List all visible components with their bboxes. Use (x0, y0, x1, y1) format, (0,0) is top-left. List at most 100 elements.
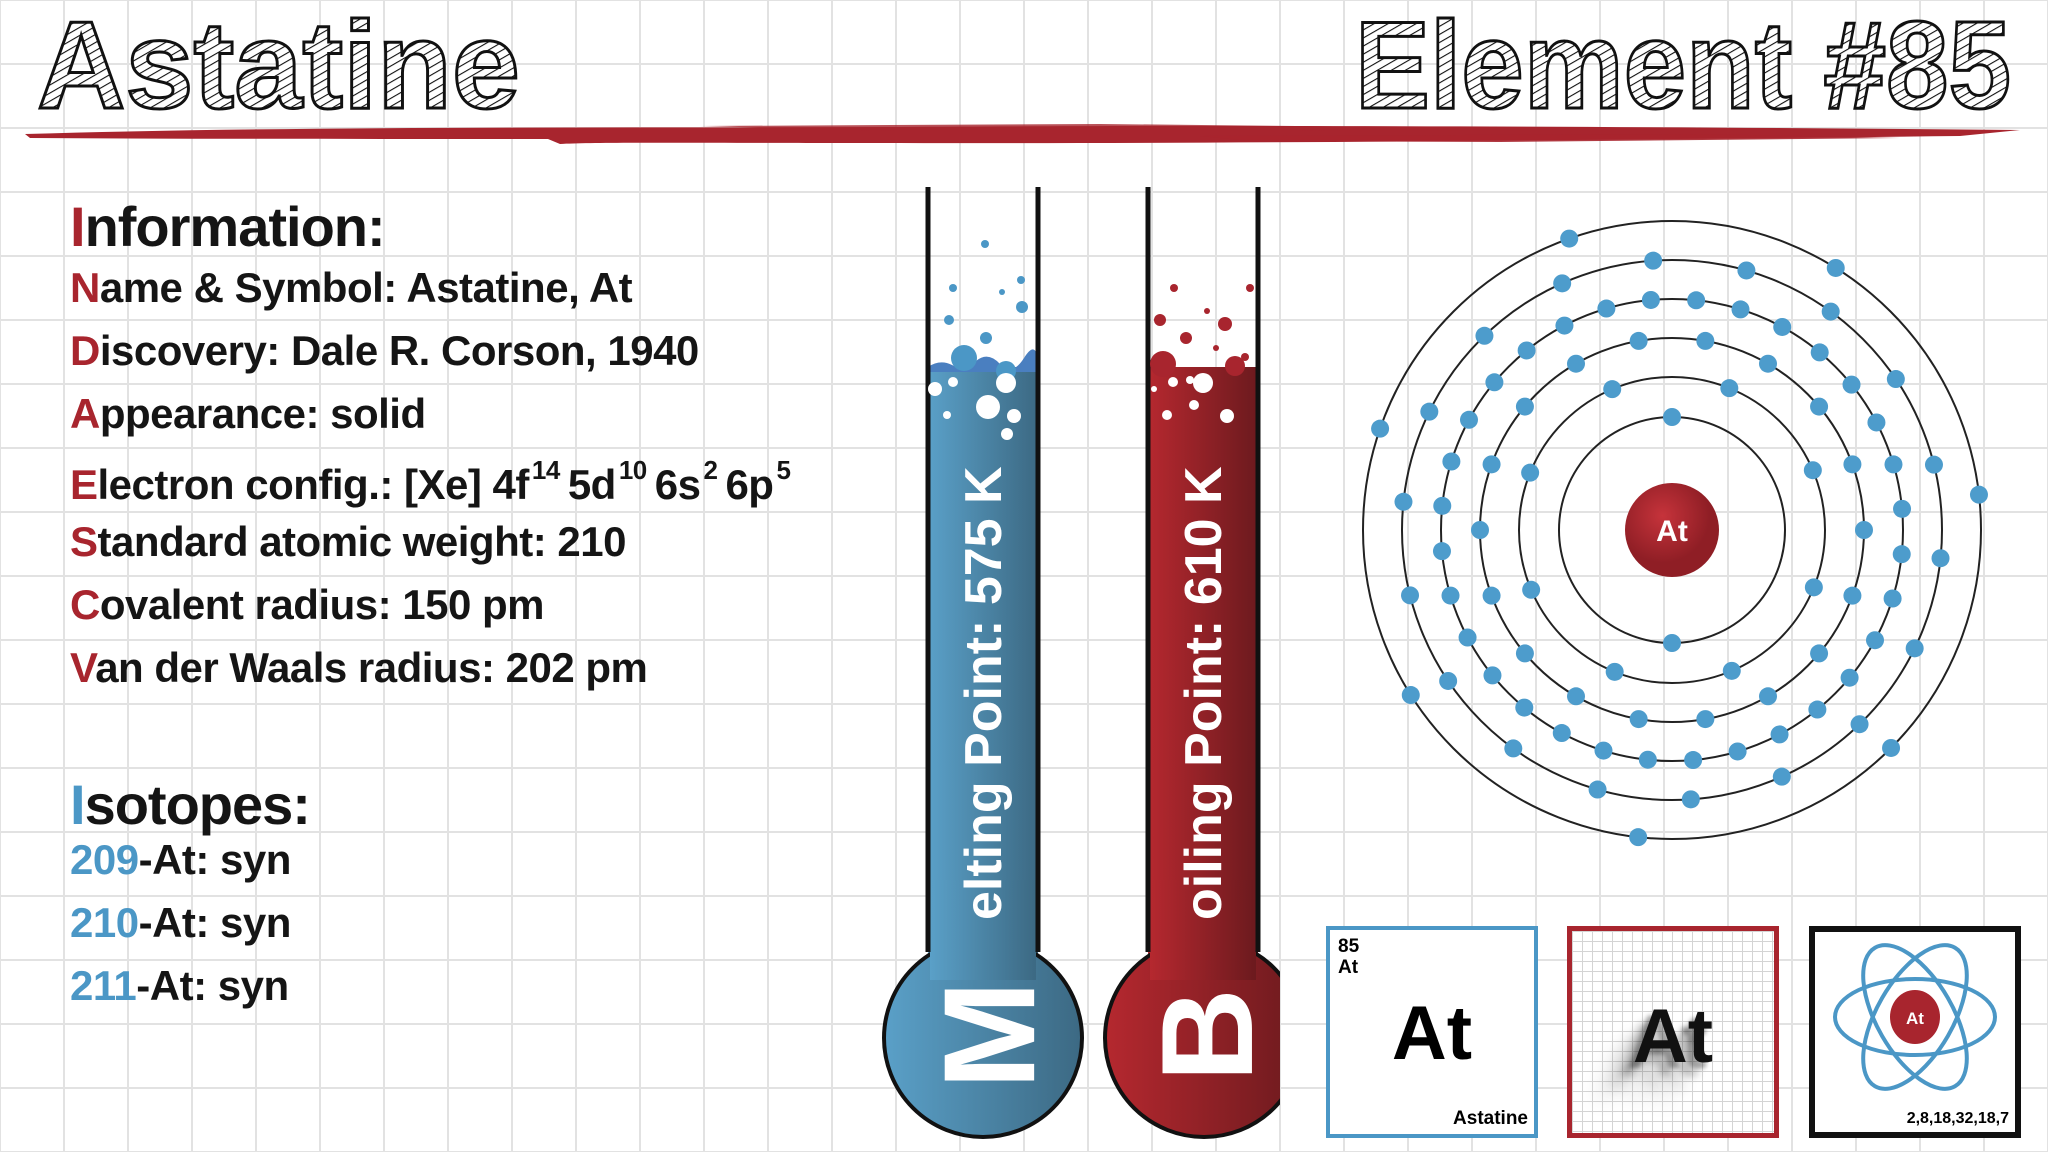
electron (1905, 639, 1924, 658)
info-name-symbol: Name & Symbol: Astatine, At (70, 264, 633, 312)
info-discovery: Discovery: Dale R. Corson, 1940 (70, 327, 699, 375)
electron (1728, 742, 1747, 761)
electron (1605, 662, 1624, 681)
electron (1553, 274, 1572, 293)
initial-letter: N (70, 264, 100, 311)
orbital-list: 4f 14 5d 10 6s 2 6p 5 (492, 455, 799, 508)
electron (1371, 419, 1390, 438)
electron (1485, 373, 1504, 392)
electron (1886, 370, 1905, 389)
electron (1420, 402, 1439, 421)
electron (1850, 715, 1869, 734)
electron (1594, 741, 1613, 760)
electron (1504, 739, 1523, 758)
electron (1867, 413, 1886, 432)
electron (1696, 710, 1715, 729)
electron (1696, 331, 1715, 350)
boiling-point-thermometer (1103, 187, 1280, 1139)
info-electron-config: Electron config.: [Xe] 4f 14 5d 10 6s 2 6p 5 (70, 455, 798, 509)
information-heading: Information: (70, 194, 386, 259)
orbital-count: 14 (531, 455, 560, 485)
electron-shell (1362, 220, 1982, 840)
isotope-status: -At: syn (138, 836, 292, 883)
electron (1433, 496, 1452, 515)
initial-letter: D (70, 327, 100, 374)
electron (1567, 354, 1585, 373)
electron (1969, 485, 1988, 504)
electron (1475, 326, 1494, 345)
electron (1629, 331, 1648, 350)
electron-shell (1440, 298, 1904, 762)
electron (1483, 666, 1502, 685)
electron (1482, 455, 1501, 474)
electron (1855, 521, 1873, 539)
isotope-item: 209-At: syn (70, 836, 291, 884)
electron (1401, 586, 1420, 605)
bohr-atom-diagram: At (1362, 220, 1988, 847)
electron (1931, 549, 1950, 568)
electron (1515, 644, 1534, 663)
electron (1893, 499, 1912, 518)
orbital: 4f (492, 461, 530, 508)
electron (1821, 302, 1840, 321)
orbital: 6s (654, 461, 701, 508)
isotope-item: 211-At: syn (70, 962, 289, 1010)
orbital-count: 2 (703, 455, 718, 485)
electron (1810, 644, 1829, 663)
tile-name: Astatine (1453, 1108, 1528, 1129)
orbital-count: 10 (618, 455, 647, 485)
electron (1684, 751, 1703, 770)
orbital-count: 5 (776, 455, 791, 485)
periodic-tile-card: 85 At At Astatine (1326, 926, 1538, 1138)
electron (1892, 545, 1911, 564)
isotope-status: -At: syn (136, 962, 289, 1009)
nucleus (1625, 483, 1719, 577)
electron (1731, 300, 1750, 319)
boiling-point-label: oiling Point: 610 K (1175, 466, 1233, 920)
isotope-status: -At: syn (138, 899, 292, 946)
electron (1883, 589, 1902, 608)
isotope-item: 210-At: syn (70, 899, 291, 947)
electron (1720, 379, 1739, 398)
initial-letter: S (70, 518, 98, 565)
electron (1737, 261, 1756, 280)
electron (1394, 492, 1413, 511)
electron (1770, 725, 1789, 744)
electron (1773, 317, 1792, 336)
info-atomic-weight: Standard atomic weight: 210 (70, 518, 626, 566)
electron (1439, 671, 1458, 690)
electron (1442, 452, 1461, 471)
text: Isotopes: (70, 773, 311, 836)
nucleus-symbol: At (1656, 515, 1688, 548)
electron (1567, 687, 1585, 706)
thermometers (882, 187, 1280, 1139)
electron (1663, 408, 1681, 426)
electron (1840, 668, 1859, 687)
shadow-symbol: At (1632, 994, 1714, 1079)
electron (1482, 586, 1501, 605)
title-banner: Astatine Element #85 (25, 0, 2020, 144)
electron (1826, 258, 1845, 277)
electron (1842, 375, 1861, 394)
electron (1629, 710, 1648, 729)
text: Appearance: solid (70, 390, 426, 437)
orbit-nucleus-symbol: At (1906, 1009, 1924, 1028)
electron (1882, 738, 1901, 757)
electron (1517, 341, 1536, 360)
electron (1515, 698, 1534, 717)
element-number-title: Element #85 (1355, 0, 2011, 135)
electron (1638, 750, 1657, 769)
info-vdw-radius: Van der Waals radius: 202 pm (70, 644, 648, 692)
electron (1471, 521, 1489, 539)
electron (1560, 229, 1579, 248)
text: Standard atomic weight: 210 (70, 518, 626, 565)
initial-letter: E (70, 461, 98, 508)
electron (1458, 628, 1477, 647)
text: Electron config.: [Xe] (70, 461, 482, 508)
orbital: 6p (725, 461, 774, 508)
isotope-mass: 209 (70, 836, 139, 883)
electron (1641, 290, 1660, 309)
electron (1441, 586, 1460, 605)
electron (1644, 251, 1663, 270)
electron (1810, 397, 1829, 416)
